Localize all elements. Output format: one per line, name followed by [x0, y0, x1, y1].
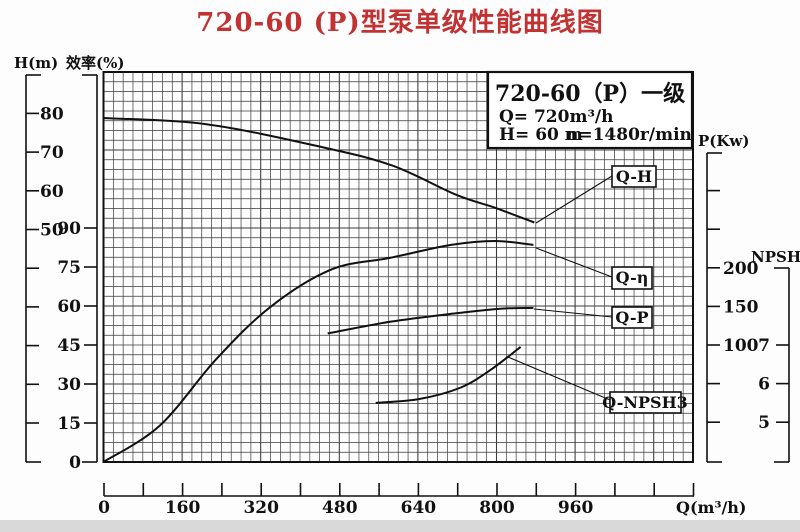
efficiency-tick-label: 90 — [57, 219, 81, 239]
qh-label-box — [611, 165, 657, 188]
npsh-axis: 7 6 5 — [758, 267, 790, 463]
head-tick-label: 80 — [40, 104, 64, 124]
qeta-label: Q-η — [616, 268, 649, 287]
bottom-gray-strip — [0, 520, 800, 532]
qp-label: Q-P — [615, 308, 648, 327]
rated-head-label: H= 60 m — [499, 125, 583, 145]
flow-axis-title: Q(m³/h) — [676, 498, 747, 517]
qh-label: Q-H — [616, 167, 652, 186]
plot-border — [102, 71, 694, 463]
x-axis: 0 160 320 480 640 800 960 — [98, 483, 695, 518]
power-axis-title: P(Kw) — [698, 132, 749, 150]
npsh-tick-label: 6 — [758, 375, 770, 395]
efficiency-tick-label: 0 — [69, 453, 81, 473]
leader-qp — [533, 308, 613, 318]
curve-lines — [102, 117, 535, 463]
rated-flow-label: Q= 720m³/h — [499, 107, 613, 127]
qnpsh-label-box — [609, 391, 682, 414]
leader-lines — [507, 175, 613, 401]
efficiency-tick-label: 60 — [57, 297, 81, 317]
head-tick-label: 50 — [40, 221, 64, 241]
x-tick-label: 800 — [479, 498, 515, 518]
power-tick-label: 150 — [723, 297, 759, 317]
rated-info-box-frame — [486, 70, 694, 150]
leader-qnpsh — [507, 356, 611, 401]
leader-qh — [535, 175, 613, 224]
page-title: 720-60 (P)型泵单级性能曲线图 — [196, 8, 604, 38]
x-tick-label: 320 — [243, 498, 279, 518]
efficiency-tick-label: 30 — [57, 375, 81, 395]
leader-qeta — [535, 247, 613, 278]
curve-efficiency — [102, 239, 534, 463]
power-tick-label: 200 — [723, 259, 759, 279]
qp-label-box — [611, 306, 653, 329]
curve-labels: Q-H Q-η Q-P Q-NPSH3 — [602, 165, 688, 414]
x-tick-label: 0 — [98, 498, 110, 518]
curve-npsh — [375, 346, 522, 404]
efficiency-tick-label: 15 — [57, 414, 81, 434]
npsh-tick-label: 5 — [758, 413, 770, 433]
curve-head — [103, 117, 535, 224]
efficiency-axis: 90 75 60 45 30 15 0 — [57, 74, 98, 473]
npsh-axis-title: NPSH(m) — [751, 248, 800, 266]
rated-info-box: 720-60（P）一级 Q= 720m³/h H= 60 m n=1480r/m… — [486, 70, 694, 150]
head-tick-label: 70 — [40, 143, 64, 163]
head-axis-title: H(m) — [14, 54, 58, 72]
x-tick-label: 480 — [322, 498, 358, 518]
head-axis: 80 70 60 50 — [25, 74, 64, 463]
power-tick-label: 100 — [723, 336, 759, 356]
npsh-tick-label: 7 — [758, 336, 770, 356]
qeta-label-box — [611, 266, 653, 290]
rated-speed-label: n=1480r/min — [566, 125, 692, 145]
efficiency-tick-label: 75 — [57, 258, 81, 278]
pump-model-label: 720-60（P）一级 — [495, 81, 685, 107]
qnpsh-label: Q-NPSH3 — [602, 393, 688, 412]
power-axis: 200 150 100 — [706, 152, 759, 463]
curve-power — [327, 306, 534, 335]
x-tick-label: 160 — [165, 498, 201, 518]
efficiency-tick-label: 45 — [57, 336, 81, 356]
x-tick-label: 960 — [558, 498, 594, 518]
x-tick-label: 640 — [401, 498, 437, 518]
efficiency-axis-title: 效率(%) — [66, 54, 124, 72]
head-tick-label: 60 — [40, 182, 64, 202]
